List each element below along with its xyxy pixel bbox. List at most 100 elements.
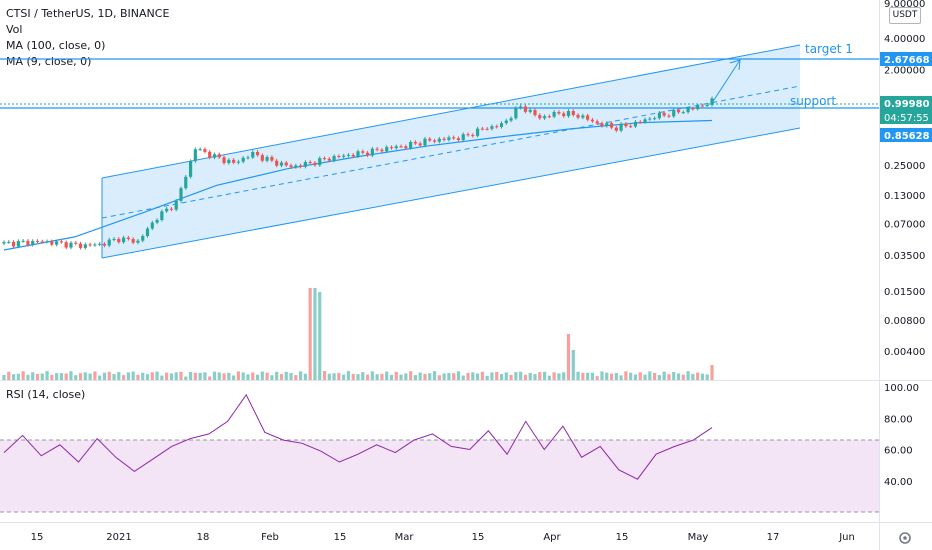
candle-body — [586, 115, 590, 120]
time-axis-label: Jun — [838, 532, 855, 543]
candle-body — [255, 151, 260, 156]
volume-bar — [375, 374, 379, 380]
candle-body — [279, 162, 284, 166]
candle-body — [619, 123, 623, 131]
candle-body — [409, 141, 413, 149]
volume-bar — [542, 371, 547, 380]
volume-bar — [447, 372, 451, 380]
candle-body — [394, 146, 398, 149]
candle-body — [318, 158, 322, 166]
candle-body — [59, 241, 64, 243]
candle-body — [456, 138, 461, 141]
candle-body — [514, 107, 518, 119]
time-axis-label: 15 — [472, 532, 485, 543]
volume-bar — [442, 373, 446, 380]
price-axis-label: 0.13000 — [884, 191, 925, 202]
rsi-indicator-label[interactable]: RSI (14, close) — [6, 388, 86, 401]
candle-body — [523, 106, 528, 112]
volume-bar — [437, 375, 441, 380]
channel-lower-line — [101, 127, 801, 259]
candle-body — [141, 236, 145, 241]
volume-bar — [351, 373, 355, 380]
candle-body — [346, 154, 351, 156]
time-axis-label: Mar — [395, 532, 415, 543]
candle-body — [232, 159, 236, 163]
candle-body — [648, 118, 652, 120]
candle-body — [547, 116, 551, 118]
ma9-indicator-label[interactable]: MA (9, close, 0) — [6, 55, 92, 68]
volume-bar — [676, 373, 681, 380]
candle-body — [428, 138, 432, 141]
volume-bar — [136, 374, 140, 380]
volume-bar — [389, 374, 394, 380]
volume-bar — [246, 374, 250, 380]
candle-body — [184, 176, 188, 189]
candle-body — [557, 111, 561, 114]
volume-bar — [26, 374, 30, 380]
volume-bar — [586, 372, 590, 380]
volume-bar — [480, 371, 484, 380]
volume-bar — [710, 365, 714, 380]
candle-body — [710, 98, 714, 105]
target-arrow-line — [711, 59, 741, 104]
currency-button[interactable]: USDT — [889, 7, 921, 24]
volume-bar — [121, 375, 126, 380]
candle-body — [88, 244, 92, 246]
volume-bar — [576, 371, 580, 380]
volume-bar — [696, 372, 700, 380]
candle-body — [638, 121, 642, 123]
volume-bar — [107, 371, 111, 380]
volume-bar — [499, 374, 504, 380]
price-axis-label: 0.25000 — [884, 161, 925, 172]
settings-gear-icon[interactable] — [899, 532, 911, 544]
volume-bar — [571, 350, 575, 380]
candle-body — [50, 241, 54, 245]
vol-indicator-label[interactable]: Vol — [6, 23, 23, 36]
ma100-indicator-label[interactable]: MA (100, close, 0) — [6, 39, 106, 52]
candle-body — [145, 228, 150, 237]
volume-bar — [112, 374, 116, 380]
volume-bar — [217, 372, 221, 380]
candle-body — [691, 108, 695, 110]
volume-bar — [50, 374, 54, 380]
candles-layer — [2, 96, 714, 250]
rsi-band — [0, 440, 879, 512]
volume-bar — [327, 373, 331, 380]
volume-bar — [533, 374, 537, 380]
volume-bar — [179, 371, 183, 380]
price-axis-label: 2.00000 — [884, 66, 925, 77]
candle-body — [246, 157, 250, 159]
target-annotation: target 1 — [805, 42, 853, 56]
candle-body — [442, 138, 446, 140]
volume-bar — [624, 371, 628, 380]
volume-bar — [600, 371, 604, 380]
candle-body — [676, 109, 681, 113]
candle-body — [375, 148, 379, 150]
volume-bar — [485, 375, 489, 380]
volume-bar — [538, 372, 542, 380]
volume-bar — [117, 372, 121, 380]
candle-body — [284, 162, 288, 166]
candle-body — [150, 222, 154, 229]
candle-body — [40, 241, 44, 243]
volume-bar — [232, 375, 236, 380]
symbol-title[interactable]: CTSI / TetherUS, 1D, BINANCE — [6, 7, 170, 20]
rsi-layer — [3, 393, 713, 480]
volume-bar — [337, 372, 341, 380]
volume-bar — [289, 373, 293, 380]
volume-bar — [193, 372, 197, 380]
price-tag-top: 9.00000 — [884, 0, 925, 10]
candle-body — [657, 112, 661, 119]
volume-bar — [141, 372, 145, 380]
volume-bar — [385, 371, 389, 380]
candle-body — [342, 155, 346, 157]
volume-bar — [595, 376, 599, 380]
volume-bar — [98, 375, 102, 380]
support-annotation: support — [790, 94, 836, 108]
volume-bar — [504, 372, 508, 380]
volume-bar — [552, 372, 556, 380]
volume-bar — [74, 375, 78, 380]
volume-bar — [590, 372, 595, 380]
volume-bar — [212, 371, 217, 380]
